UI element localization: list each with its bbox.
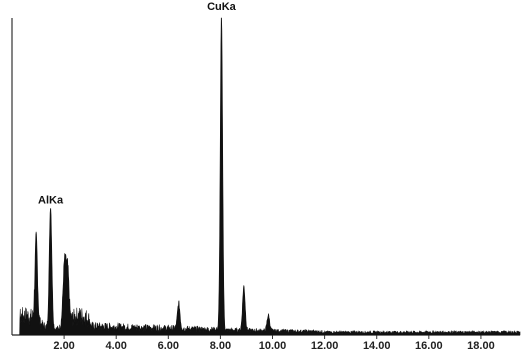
x-tick-label: 12.00 bbox=[311, 340, 339, 351]
peak-labels: AlKa CuKa bbox=[38, 1, 237, 206]
peak-label: CuKa bbox=[207, 1, 237, 13]
spectrum-series bbox=[12, 17, 521, 336]
x-tick-label: 4.00 bbox=[105, 340, 126, 351]
x-tick-label: 2.00 bbox=[53, 340, 74, 351]
x-tick-label: 14.00 bbox=[363, 340, 391, 351]
peak-label: AlKa bbox=[38, 194, 64, 206]
x-tick-label: 16.00 bbox=[415, 340, 443, 351]
x-ticks: 2.00 4.00 6.00 8.00 10.00 12.00 14.00 16.00 18.0… bbox=[53, 335, 495, 351]
spectrum-line bbox=[12, 17, 521, 336]
x-tick-label: 8.00 bbox=[210, 340, 231, 351]
x-tick-label: 6.00 bbox=[158, 340, 179, 351]
x-tick-label: 10.00 bbox=[259, 340, 287, 351]
x-tick-label: 18.00 bbox=[467, 340, 495, 351]
